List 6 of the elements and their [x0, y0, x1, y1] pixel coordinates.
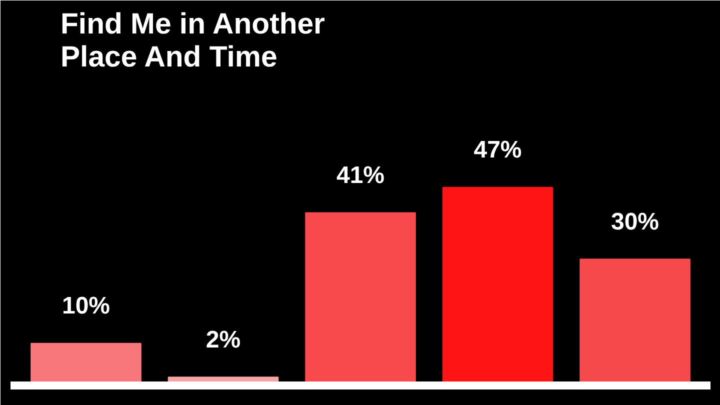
data-label: 41% [336, 162, 385, 189]
data-label: 47% [474, 136, 522, 164]
data-label: 10% [62, 292, 110, 320]
chart-title: Find Me in Another Place And Time [60, 8, 325, 74]
data-label: 2% [206, 326, 241, 354]
data-label: 30% [610, 208, 660, 236]
